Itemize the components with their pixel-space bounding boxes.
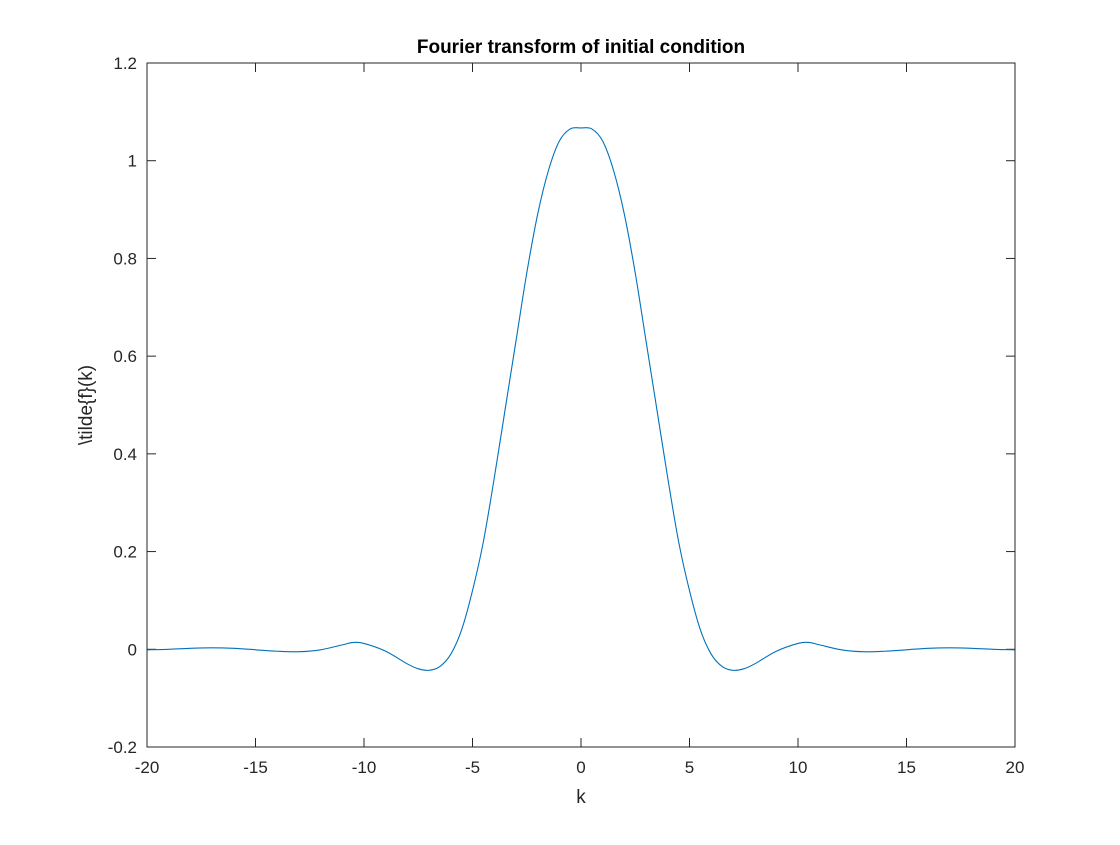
y-axis-label: \tilde{f}(k) xyxy=(76,365,97,445)
y-tick-label: 0.4 xyxy=(113,445,137,464)
axes-box xyxy=(146,62,1016,748)
series-line xyxy=(146,127,1016,671)
x-tick-label: 15 xyxy=(897,758,916,777)
y-tick-label: 1.2 xyxy=(113,54,137,73)
y-tick-label: 0 xyxy=(128,640,137,659)
x-tick-label: 0 xyxy=(576,758,585,777)
x-tick-label: -15 xyxy=(243,758,268,777)
x-tick-label: -20 xyxy=(135,758,160,777)
y-tick-label: 0.2 xyxy=(113,543,137,562)
ticks-layer: -20 -15 -10 -5 0 5 10 15 20 -0.2 0 0.2 0.4 0.6 0.8 1 1.2 xyxy=(108,54,1025,777)
x-axis-label: k xyxy=(576,787,586,808)
y-tick-label: 0.8 xyxy=(113,249,137,268)
y-tick-label: 1 xyxy=(128,152,137,171)
chart-title: Fourier transform of initial condition xyxy=(417,37,745,58)
y-tick-label: -0.2 xyxy=(108,738,137,757)
x-tick-label: -5 xyxy=(465,758,480,777)
x-tick-label: 20 xyxy=(1006,758,1025,777)
x-tick-label: 5 xyxy=(685,758,694,777)
plot-area xyxy=(147,63,1015,747)
x-tick-label: 10 xyxy=(789,758,808,777)
y-tick-label: 0.6 xyxy=(113,347,137,366)
x-tick-label: -10 xyxy=(352,758,377,777)
